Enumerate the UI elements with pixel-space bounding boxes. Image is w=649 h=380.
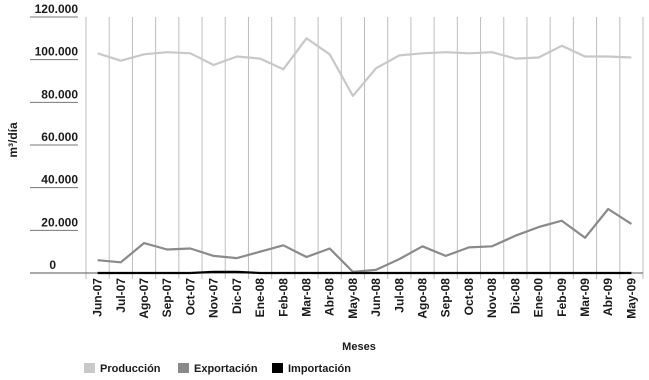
x-tick-label: May-09 (624, 278, 638, 319)
legend-swatch (84, 363, 95, 373)
x-tick-label: Jul-08 (392, 278, 406, 313)
x-tick-label: Ago-07 (137, 278, 151, 319)
x-tick-label: May-08 (346, 278, 360, 319)
y-tick-label: 40.000 (41, 173, 78, 187)
x-tick-label: Ene-08 (253, 278, 267, 318)
x-tick-label: Feb-08 (276, 278, 290, 317)
x-tick-label: Nov-07 (207, 278, 221, 318)
legend-swatch (272, 363, 283, 373)
y-tick-label: 120.000 (35, 2, 79, 16)
x-tick-label: Ago-08 (416, 278, 430, 319)
series-line (97, 37, 632, 98)
x-tick-label: Mar-09 (578, 278, 592, 317)
legend-label: Producción (100, 363, 161, 375)
series-line (97, 270, 632, 275)
y-tick-label: 100.000 (35, 45, 79, 59)
x-tick-label: Dic-08 (508, 278, 522, 314)
y-axis-ticks: 0 20.000 40.000 60.000 80.000 100.000 120.000 (30, 2, 78, 272)
x-tick-label: Jun-08 (369, 278, 383, 317)
y-axis-label: m³/día (6, 122, 20, 158)
x-tick-label: Abr-09 (601, 278, 615, 316)
legend-label: Exportación (194, 363, 258, 375)
x-tick-label: Jul-07 (114, 278, 128, 313)
x-tick-label: Mar-08 (299, 278, 313, 317)
x-tick-label: Sep-08 (439, 278, 453, 318)
series-lines (97, 37, 632, 275)
x-axis-label: Meses (342, 341, 376, 353)
y-tick-label: 80.000 (41, 87, 78, 101)
x-tick-label: Jun-07 (91, 278, 105, 317)
x-tick-label: Oct-07 (183, 278, 197, 316)
chart-grid (85, 17, 644, 279)
series-line (97, 207, 632, 273)
legend-swatch (178, 363, 189, 373)
legend-label: Importación (288, 363, 351, 375)
x-tick-label: Feb-09 (555, 278, 569, 317)
x-tick-label: Nov-08 (485, 278, 499, 318)
y-tick-label: 20.000 (41, 215, 78, 229)
x-tick-label: Dic-07 (230, 278, 244, 314)
x-axis-ticks: Jun-07 Jul-07 Ago-07 Sep-07 Oct-07 Nov-07 Dic-… (91, 278, 639, 319)
x-tick-label: Ene-00 (532, 278, 546, 318)
x-tick-label: Sep-07 (160, 278, 174, 318)
y-tick-label: 60.000 (41, 130, 78, 144)
x-tick-label: Oct-08 (462, 278, 476, 316)
chart-legend: Producción Exportación Importación (84, 363, 351, 375)
x-tick-label: Abr-08 (323, 278, 337, 316)
y-tick-label: 0 (49, 258, 56, 272)
